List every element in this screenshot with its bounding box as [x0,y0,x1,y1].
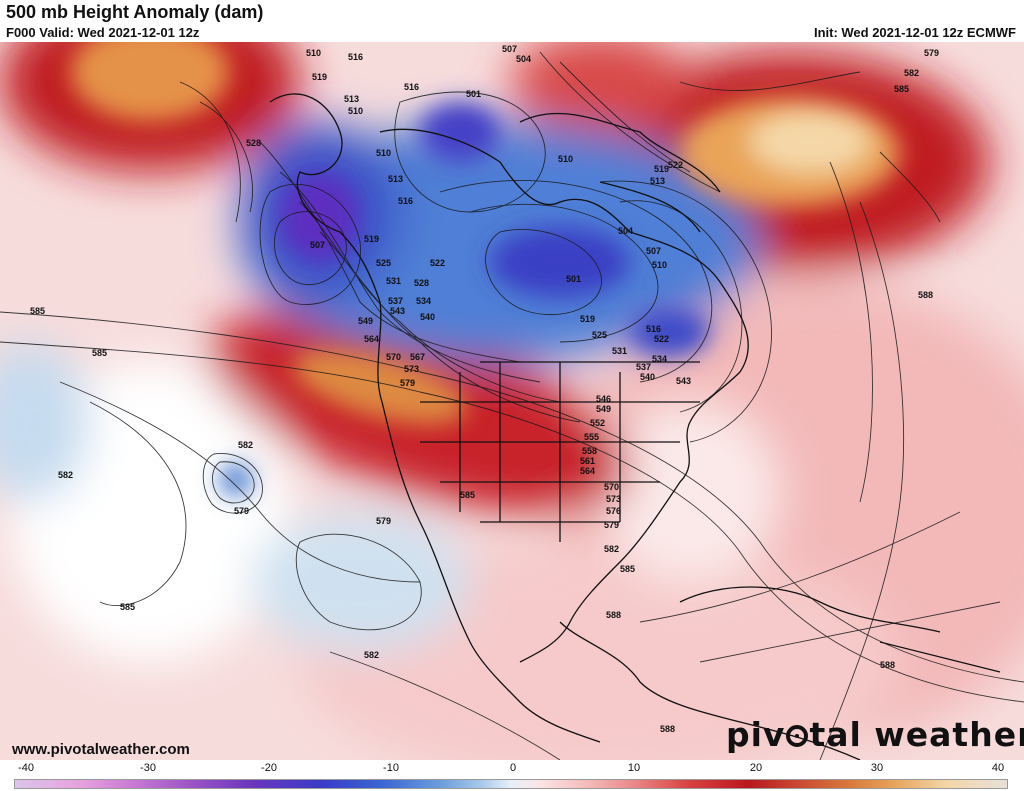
colorbar-tick: -20 [261,762,277,774]
colorbar-tick: 40 [991,762,1005,774]
contour-label: 564 [364,334,379,344]
contour-label: 585 [894,84,909,94]
contour-label: 519 [364,234,379,244]
contour-label: 582 [58,470,73,480]
contour-label: 588 [918,290,933,300]
colorbar-tick: 0 [509,762,517,774]
contour-label: 501 [566,274,581,284]
website-credit: www.pivotalweather.com [12,741,190,758]
map-title: 500 mb Height Anomaly (dam) [6,2,264,22]
contour-label: 582 [604,544,619,554]
contour-label: 528 [414,278,429,288]
colorbar-tick: 10 [627,762,641,774]
contour-label: 516 [348,52,363,62]
contour-label: 543 [676,376,691,386]
contour-label: 582 [364,650,379,660]
contour-label: 573 [404,364,419,374]
contour-label: 549 [358,316,373,326]
colorbar-tick: -40 [18,762,34,774]
contour-label: 510 [348,106,363,116]
contour-label: 570 [604,482,619,492]
contour-label: 501 [466,89,481,99]
contour-label: 525 [592,330,607,340]
height-contours [0,51,1024,760]
anomaly-cores [70,42,900,496]
contour-label: 579 [924,48,939,58]
contour-label: 504 [516,54,531,64]
contour-label: 516 [646,324,661,334]
contour-label: 579 [400,378,415,388]
contour-label: 507 [502,44,517,54]
contour-label: 510 [558,154,573,164]
contour-label: 513 [650,176,665,186]
init-time-label: Init: Wed 2021-12-01 12z ECMWF [813,25,1016,40]
anomaly-colorbar: -40 -30 -20 -10 0 10 20 30 40 [0,760,1024,791]
contour-label: 570 [386,352,401,362]
brand-logo: piv tal weather [726,715,1024,754]
contour-label: 549 [596,404,611,414]
contour-label: 519 [654,164,669,174]
contour-label: 540 [640,372,655,382]
colorbar-tick: -30 [140,762,156,774]
contour-label: 531 [612,346,627,356]
contour-label: 582 [904,68,919,78]
contour-label: 564 [580,466,595,476]
contour-label: 522 [430,258,445,268]
colorbar-tick: 20 [749,762,763,774]
contour-label: 588 [660,724,675,734]
valid-time-label: F000 Valid: Wed 2021-12-01 12z [6,25,200,40]
contour-label: 579 [234,506,249,516]
contour-label: 588 [880,660,895,670]
contour-label: 516 [398,196,413,206]
brand-text-end: tal weather [809,715,1024,754]
contour-label: 525 [376,258,391,268]
contour-label: 531 [386,276,401,286]
contour-label: 504 [618,226,633,236]
contour-label: 540 [420,312,435,322]
map-header: 500 mb Height Anomaly (dam) F000 Valid: … [0,0,1024,42]
colorbar-tick: -10 [383,762,399,774]
contour-label: 588 [606,610,621,620]
contour-label: 510 [376,148,391,158]
contour-label: 585 [92,348,107,358]
contour-label: 513 [388,174,403,184]
contour-label: 528 [246,138,261,148]
contour-label: 543 [390,306,405,316]
contour-label: 507 [310,240,325,250]
colorbar-gradient [14,779,1008,789]
contour-label: 585 [120,602,135,612]
contour-labels: 585 585 582 582 579 579 585 582 585 585 … [30,44,939,734]
contour-label: 510 [306,48,321,58]
height-anomaly-map: 585 585 582 582 579 579 585 582 585 585 … [0,42,1024,760]
contour-label: 537 [636,362,651,372]
contour-label: 534 [652,354,667,364]
contour-label: 516 [404,82,419,92]
contour-label: 546 [596,394,611,404]
contour-label: 507 [646,246,661,256]
brand-text-start: piv [726,715,786,754]
contour-label: 537 [388,296,403,306]
contour-label: 534 [416,296,431,306]
contour-label: 510 [652,260,667,270]
contour-label: 582 [238,440,253,450]
contour-label: 579 [604,520,619,530]
contour-label: 585 [460,490,475,500]
brand-o-icon [786,725,809,747]
contour-label: 513 [344,94,359,104]
contour-label: 555 [584,432,599,442]
contour-label: 552 [590,418,605,428]
contour-label: 561 [580,456,595,466]
contour-label: 558 [582,446,597,456]
contour-label: 522 [668,160,683,170]
contour-label: 519 [580,314,595,324]
contour-label: 567 [410,352,425,362]
contour-label: 522 [654,334,669,344]
contour-label: 579 [376,516,391,526]
contour-label: 585 [620,564,635,574]
contour-label: 573 [606,494,621,504]
contour-label: 576 [606,506,621,516]
contour-label: 585 [30,306,45,316]
contour-label: 519 [312,72,327,82]
colorbar-tick: 30 [870,762,884,774]
